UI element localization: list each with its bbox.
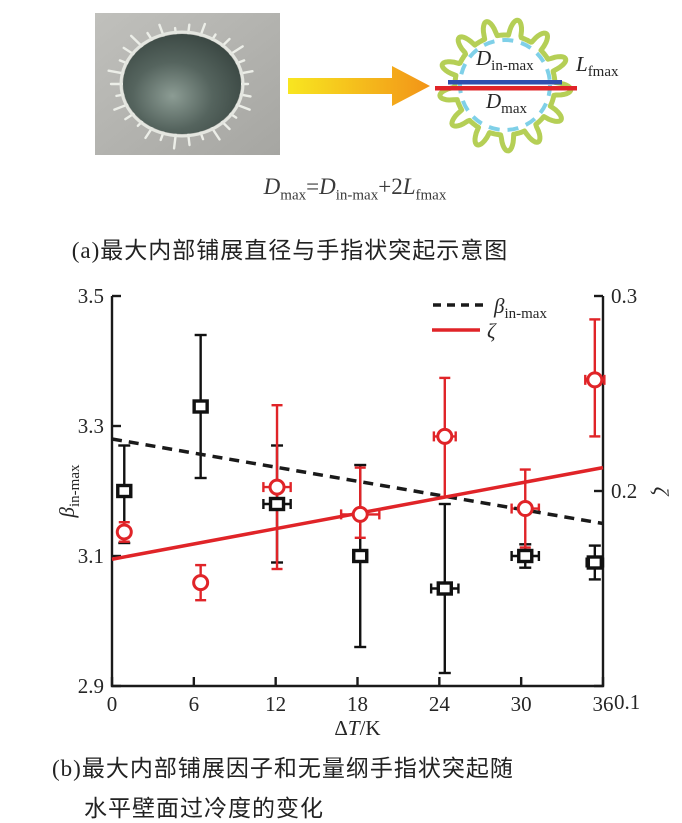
zeta-marker [351, 505, 369, 523]
x-tick-label: 6 [189, 692, 200, 716]
scatter-chart: 3.5 3.3 3.1 2.9 0.3 0.2 0.1 0 6 12 18 24 30 36 ΔT/K βin… [55, 284, 673, 740]
y-left-axis-label: βin-max [55, 464, 83, 518]
beta-marker [436, 581, 453, 596]
legend-label-beta_in_max: βin-max [493, 294, 547, 322]
legend-label-zeta: ζ [487, 319, 497, 343]
eq-rhs2-sub: fmax [415, 187, 447, 204]
equation: Dmax=Din-max+2Lfmax [180, 174, 530, 205]
din-main: D [476, 46, 492, 70]
trend-lines [111, 437, 604, 561]
droplet-photo [95, 13, 280, 155]
beta-marker [586, 555, 604, 570]
markers [115, 371, 604, 596]
eq-lhs-sub: max [280, 187, 307, 204]
x-tick-label: 36 [593, 692, 614, 716]
arrow-icon [288, 66, 430, 106]
dmax-main: D [486, 89, 502, 113]
dmax-sub: max [501, 101, 527, 118]
y-right-axis-label: ζ [649, 487, 673, 497]
right-tick-label: 0.3 [611, 284, 637, 308]
label-l-fmax: Lfmax [576, 52, 619, 81]
x-tick-label: 0 [107, 692, 118, 716]
beta-marker [116, 483, 133, 499]
right-tick-label: 0.2 [611, 479, 637, 503]
eq-equals: = [306, 174, 320, 199]
left-tick-label: 2.9 [78, 674, 104, 698]
right-tick-label: 0.1 [614, 690, 640, 714]
beta-marker [192, 399, 209, 414]
beta-marker [268, 496, 286, 512]
beta-marker [352, 548, 369, 564]
x-tick-label: 24 [429, 692, 451, 716]
x-axis-label: ΔT/K [334, 716, 380, 740]
droplet-blob [123, 34, 241, 134]
axes: 3.5 3.3 3.1 2.9 0.3 0.2 0.1 0 6 12 18 24 30 36 ΔT/K βin… [55, 284, 673, 740]
beta-marker [517, 548, 534, 564]
zeta-marker [586, 371, 604, 389]
eq-plus: +2 [378, 174, 403, 199]
x-tick-label: 12 [265, 692, 286, 716]
caption-b-line1: (b)最大内部铺展因子和无量纲手指状突起随 [52, 756, 514, 781]
error-bars [118, 318, 606, 675]
inner-dashed-circle [458, 38, 552, 132]
zeta-marker [516, 500, 534, 518]
axis-frame [110, 296, 605, 688]
lf-sub: fmax [587, 64, 619, 81]
left-tick-label: 3.3 [78, 414, 104, 438]
caption-a: (a)最大内部铺展直径与手指状突起示意图 [71, 238, 509, 263]
zeta-marker [115, 523, 133, 541]
left-tick-label: 3.1 [78, 544, 104, 568]
eq-rhs2: L [402, 174, 416, 199]
eq-lhs: D [263, 174, 281, 199]
splat-schematic [435, 17, 577, 154]
din-sub: in-max [491, 58, 534, 75]
zeta-marker [192, 574, 210, 592]
label-din-max: Din-max [476, 46, 534, 75]
left-tick-label: 3.5 [78, 284, 104, 308]
lf-main: L [576, 52, 588, 76]
zeta-marker [436, 427, 454, 445]
caption-b-line2: 水平壁面过冷度的变化 [84, 796, 324, 821]
din-max-line [448, 80, 562, 85]
arrow-shape [288, 66, 430, 106]
zeta-marker [268, 478, 286, 496]
label-d-max: Dmax [486, 89, 527, 118]
splash-rim [119, 30, 245, 138]
x-tick-label: 18 [347, 692, 368, 716]
eq-rhs1: D [319, 174, 336, 199]
eq-rhs1-sub: in-max [335, 187, 379, 204]
x-tick-label: 30 [511, 692, 532, 716]
dmax-line [435, 86, 577, 91]
